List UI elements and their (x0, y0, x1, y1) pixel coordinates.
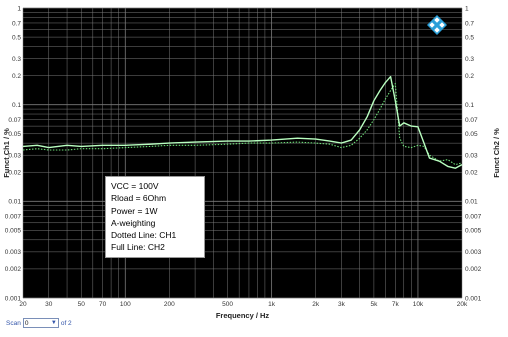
y-tick-label-left: 1 (17, 5, 21, 12)
grid (22, 7, 463, 299)
x-tick-label: 70 (99, 301, 107, 308)
x-tick-label: 20k (457, 301, 468, 308)
x-axis-title: Frequency / Hz (216, 311, 270, 320)
x-tick-label: 2k (312, 301, 320, 308)
y-tick-label-left: 0.005 (5, 228, 22, 235)
y-tick-label-left: 0.02 (8, 170, 21, 177)
y-tick-label-right: 1 (465, 5, 469, 12)
series-line-ch2 (22, 75, 463, 169)
y-tick-label-left: 0.003 (5, 249, 22, 256)
y-tick-label-right: 0.7 (465, 20, 474, 27)
plot-area (23, 8, 462, 298)
y-tick-label-left: 0.7 (12, 20, 21, 27)
scan-navigator: Scan 0 ▼ of 2 (6, 317, 72, 329)
y-tick-label-right: 0.03 (465, 153, 478, 160)
annotation-line-power: Power = 1W (111, 205, 158, 216)
y-tick-label-left: 0.002 (5, 266, 22, 273)
logo-inner-diamond (434, 27, 440, 33)
x-tick-label: 200 (164, 301, 175, 308)
y-tick-label-right: 0.003 (465, 249, 482, 256)
chevron-down-icon[interactable]: ▼ (50, 320, 57, 326)
y-tick-label-left: 0.05 (8, 131, 21, 138)
y-tick-label-right: 0.1 (465, 102, 474, 109)
annotation-line-weighting: A-weighting (111, 217, 156, 228)
y-tick-label-left: 0.1 (12, 102, 21, 109)
scan-total: of 2 (60, 319, 72, 327)
y-tick-label-left: 0.001 (5, 295, 22, 302)
y-tick-label-right: 0.005 (465, 228, 482, 235)
scan-select-value: 0 (24, 319, 29, 327)
y-tick-label-left: 0.3 (12, 56, 21, 63)
y-tick-label-right: 0.01 (465, 199, 478, 206)
measurement-conditions-box: VCC = 100V Rload = 6Ohm Power = 1W A-wei… (105, 176, 205, 258)
y-tick-label-right: 0.001 (465, 295, 482, 302)
y-tick-label-right: 0.07 (465, 117, 478, 124)
x-tick-label: 1k (268, 301, 276, 308)
y-tick-label-left: 0.03 (8, 153, 21, 160)
rohde-schwarz-diamond-icon (427, 15, 447, 35)
y-tick-label-right: 0.002 (465, 266, 482, 273)
annotation-line-dotted: Dotted Line: CH1 (111, 230, 177, 241)
series-layer (22, 75, 463, 169)
x-tick-label: 5k (370, 301, 378, 308)
x-tick-label: 30 (45, 301, 53, 308)
y-axis-title-left: Funct Ch1 / % (2, 128, 11, 178)
x-tick-label: 100 (120, 301, 131, 308)
x-tick-label: 3k (338, 301, 346, 308)
y-tick-label-right: 0.05 (465, 131, 478, 138)
annotation-line-vcc: VCC = 100V (111, 181, 159, 191)
x-tick-label: 20 (19, 301, 27, 308)
x-tick-label: 7k (392, 301, 400, 308)
y-tick-label-left: 0.07 (8, 117, 21, 124)
series-line-ch1 (22, 83, 463, 166)
x-tick-label: 50 (78, 301, 86, 308)
y-axis-title-right: Funct Ch2 / % (492, 128, 501, 178)
y-tick-label-right: 0.007 (465, 214, 482, 221)
y-tick-label-left: 0.007 (5, 214, 22, 221)
scan-select[interactable]: 0 ▼ (22, 318, 59, 328)
y-tick-label-left: 0.2 (12, 73, 21, 80)
y-tick-label-left: 0.5 (12, 34, 21, 41)
x-tick-label: 500 (222, 301, 233, 308)
annotation-line-rload: Rload = 6Ohm (111, 193, 167, 204)
logo-inner-diamond (439, 22, 445, 28)
y-tick-label-right: 0.5 (465, 34, 474, 41)
annotation-line-full: Full Line: CH2 (111, 242, 165, 253)
scan-label: Scan (6, 319, 21, 327)
y-tick-label-right: 0.3 (465, 56, 474, 63)
y-tick-label-right: 0.02 (465, 170, 478, 177)
y-tick-label-left: 0.01 (8, 199, 21, 206)
logo-inner-diamond (429, 22, 435, 28)
logo-inner-diamond (434, 17, 440, 23)
x-tick-label: 10k (413, 301, 424, 308)
logo-outer (427, 15, 447, 35)
y-tick-label-right: 0.2 (465, 73, 474, 80)
